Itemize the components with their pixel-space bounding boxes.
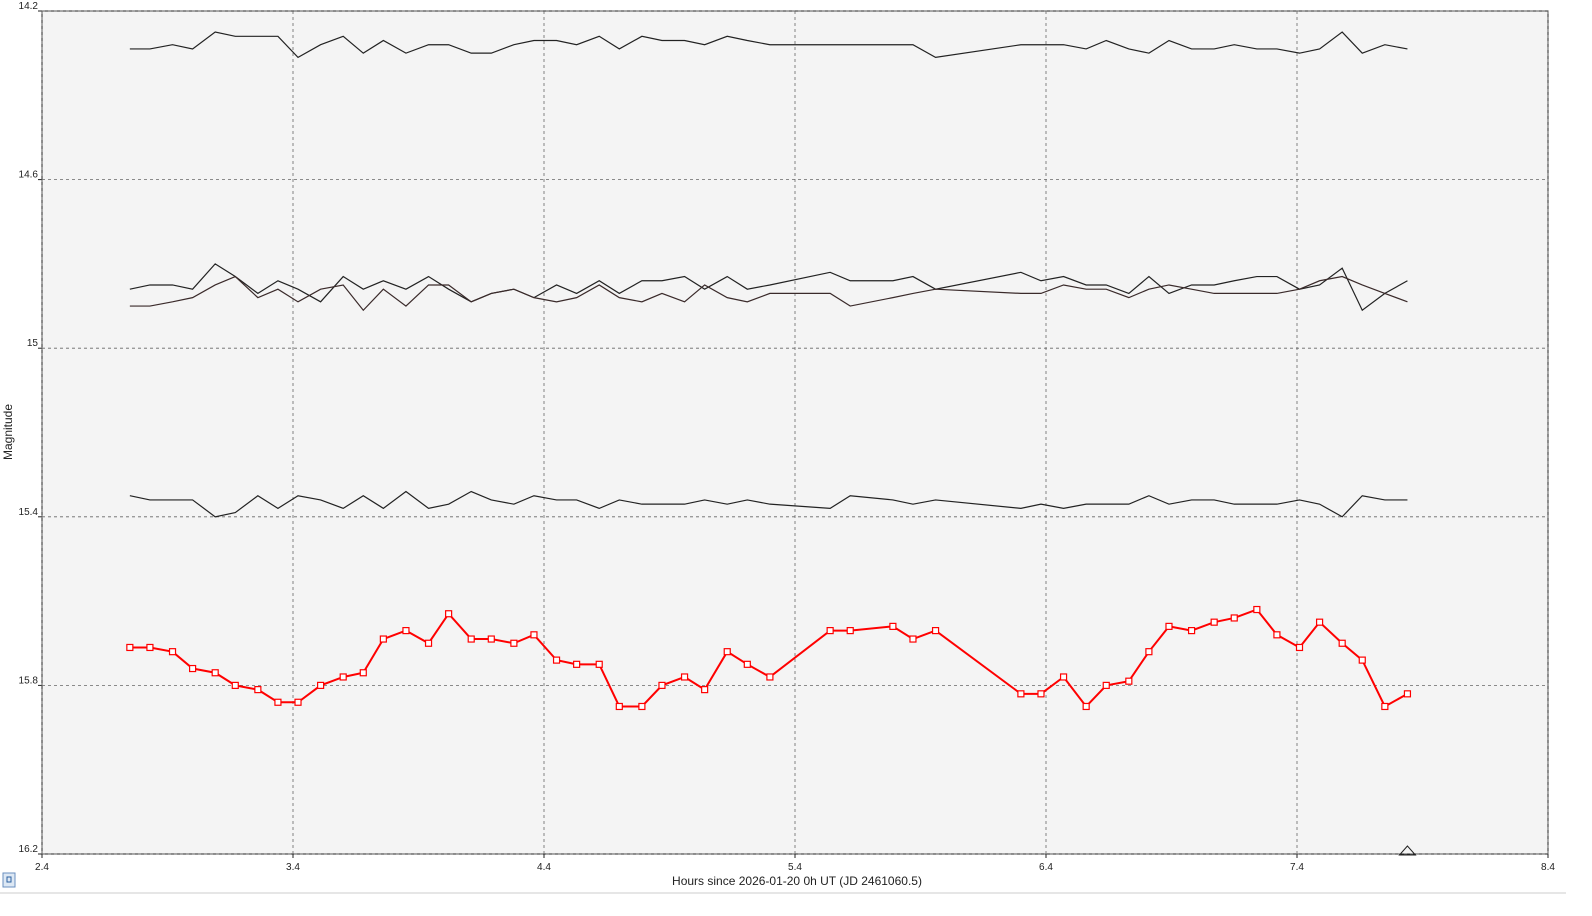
x-tick-label: 2.4 <box>35 862 49 873</box>
data-point <box>317 681 325 690</box>
x-tick-label: 4.4 <box>537 862 551 873</box>
data-point <box>1102 681 1110 690</box>
data-point <box>467 635 475 643</box>
data-point <box>1381 702 1389 711</box>
y-tick-label: 14.2 <box>19 1 39 12</box>
data-point <box>445 610 453 618</box>
data-point <box>552 656 561 664</box>
x-tick-label: 6.4 <box>1039 862 1053 873</box>
data-point <box>1315 618 1324 626</box>
data-point <box>487 635 495 643</box>
data-point <box>402 627 410 635</box>
data-point <box>743 660 751 668</box>
x-tick-label: 8.4 <box>1541 862 1555 873</box>
data-point <box>146 643 154 652</box>
data-point <box>211 669 219 677</box>
data-point <box>1210 618 1218 626</box>
data-point <box>274 698 282 706</box>
y-axis-title: Magnitude <box>1 404 15 460</box>
data-point <box>1338 639 1346 647</box>
data-point <box>638 702 646 711</box>
cursor-marker <box>1398 845 1417 856</box>
data-point <box>1037 690 1045 698</box>
data-point <box>339 673 347 681</box>
data-point <box>909 635 917 643</box>
data-point <box>231 681 239 690</box>
plot-layer: 14.2 14.6 15 15.4 15.8 16.2 2.4 3.4 4.4 5.4 6.4 7.4… <box>19 1 1556 873</box>
x-tick-label: 5.4 <box>788 862 802 873</box>
data-point <box>1165 622 1173 630</box>
data-point <box>1187 627 1196 635</box>
status-icon-glyph <box>6 876 12 883</box>
data-point <box>723 648 731 656</box>
data-point <box>615 702 623 711</box>
data-point <box>1230 614 1238 622</box>
data-point <box>379 635 387 643</box>
y-tick-label: 15.4 <box>19 507 39 518</box>
data-point <box>1059 673 1068 681</box>
y-tick-label: 14.6 <box>19 170 39 181</box>
data-point <box>889 622 897 630</box>
data-point <box>701 686 709 694</box>
data-point <box>359 669 367 677</box>
data-point <box>766 673 774 681</box>
y-tick-label: 16.2 <box>19 844 39 855</box>
x-axis-title: Hours since 2026-01-20 0h UT (JD 2461060… <box>672 874 922 888</box>
data-point <box>1082 702 1090 711</box>
y-tick-label: 15 <box>27 338 39 349</box>
data-point <box>189 664 197 673</box>
series-line <box>129 275 1408 312</box>
data-point <box>931 627 940 635</box>
data-point <box>1125 677 1133 685</box>
series-line <box>129 490 1408 518</box>
x-tick-label: 3.4 <box>286 862 300 873</box>
data-point <box>254 686 262 694</box>
data-point <box>1253 605 1261 614</box>
series-line <box>129 31 1408 59</box>
data-point <box>126 643 134 652</box>
data-point <box>1017 690 1025 698</box>
data-point <box>595 660 603 668</box>
y-tick-label: 15.8 <box>19 675 39 686</box>
data-point <box>1295 643 1304 652</box>
data-point <box>424 639 433 647</box>
data-point <box>168 648 177 656</box>
data-point <box>826 627 834 635</box>
data-point <box>573 660 581 668</box>
series-line <box>129 263 1408 312</box>
data-point <box>1145 648 1153 656</box>
x-tick-label: 7.4 <box>1290 862 1304 873</box>
data-point <box>1403 690 1412 698</box>
data-point <box>1358 656 1366 664</box>
data-point <box>658 681 666 690</box>
data-point <box>680 673 689 681</box>
data-point <box>846 627 854 635</box>
data-point <box>1273 631 1281 639</box>
data-point <box>530 631 538 639</box>
data-point <box>510 639 518 647</box>
status-icon[interactable] <box>2 872 16 888</box>
data-point <box>294 698 302 706</box>
